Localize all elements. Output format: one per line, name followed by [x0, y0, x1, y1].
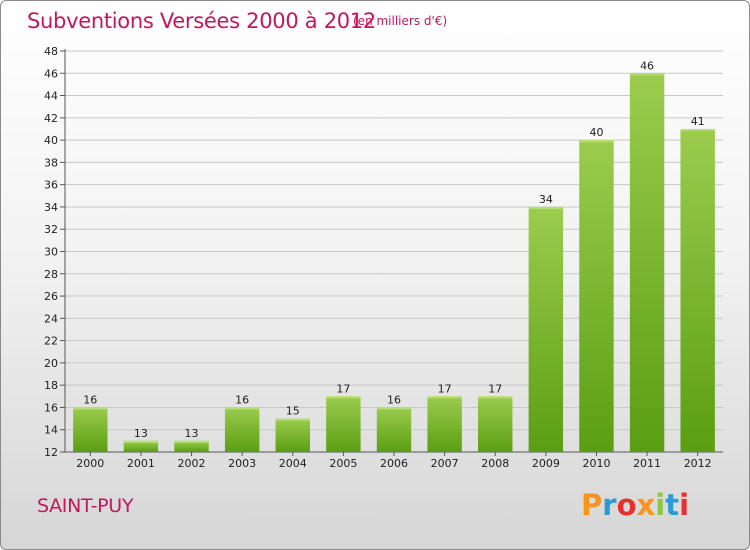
logo-letter: o [616, 488, 637, 522]
x-tick-label: 2000 [76, 457, 104, 470]
bar-highlight-2000 [73, 407, 108, 410]
data-label-2008: 17 [488, 382, 502, 395]
y-tick-label: 32 [44, 223, 58, 236]
y-tick-label: 16 [44, 401, 58, 414]
y-tick-label: 26 [44, 290, 58, 303]
logo-letter: P [581, 488, 603, 522]
grid-lines [65, 50, 723, 431]
bar-highlight-2012 [680, 128, 715, 131]
bar-2004 [275, 418, 310, 452]
y-tick-label: 46 [44, 67, 58, 80]
data-label-2000: 16 [83, 393, 97, 406]
bar-highlight-2010 [579, 140, 614, 143]
commune-name: SAINT-PUY [37, 495, 134, 517]
bar-2006 [376, 407, 412, 452]
data-label-2004: 15 [286, 405, 300, 418]
x-tick-label: 2008 [481, 457, 509, 470]
data-label-2005: 17 [336, 382, 350, 395]
data-label-2001: 13 [134, 427, 148, 440]
y-tick-label: 24 [44, 312, 58, 325]
bar-2000 [73, 407, 108, 452]
data-label-2007: 17 [438, 382, 452, 395]
chart-title: Subventions Versées 2000 à 2012 [27, 9, 376, 33]
x-tick-label: 2005 [329, 457, 357, 470]
x-tick-label: 2002 [178, 457, 206, 470]
logo-letter: r [602, 488, 617, 522]
y-tick-label: 14 [44, 424, 58, 437]
y-tick-label: 34 [44, 201, 58, 214]
logo-letter: i [655, 488, 666, 522]
x-tick-label: 2003 [228, 457, 256, 470]
x-tick-label: 2006 [380, 457, 408, 470]
logo-letter: t [665, 488, 680, 522]
x-tick-label: 2007 [431, 457, 459, 470]
labels: 2000 16 2001 13 2002 13 2003 16 2004 15 2005 17 2006… [76, 59, 711, 470]
data-label-2006: 16 [387, 393, 401, 406]
bar-highlight-2011 [629, 73, 665, 76]
bar-highlight-2008 [478, 396, 513, 399]
data-label-2010: 40 [589, 126, 603, 139]
bar-highlight-2006 [376, 407, 412, 410]
bar-highlight-2002 [174, 440, 209, 443]
x-tick-label: 2004 [279, 457, 307, 470]
y-tick-label: 28 [44, 268, 58, 281]
y-tick-label: 20 [44, 357, 58, 370]
x-tick-label: 2001 [127, 457, 155, 470]
y-tick-label: 12 [44, 446, 58, 459]
chart-subtitle: (en milliers d'€) [353, 14, 448, 28]
bar-2010 [579, 140, 614, 452]
bar-2011 [629, 73, 665, 453]
y-tick-label: 36 [44, 179, 58, 192]
y-tick-label: 44 [44, 90, 58, 103]
bar-highlight-2005 [326, 396, 361, 399]
x-tick-label: 2010 [582, 457, 610, 470]
y-tick-label: 38 [44, 156, 58, 169]
data-label-2011: 46 [640, 59, 654, 72]
proxiti-logo: Proxiti [581, 488, 689, 522]
y-tick-label: 40 [44, 134, 58, 147]
data-label-2012: 41 [691, 115, 705, 128]
bar-2001 [123, 440, 159, 452]
bar-2012 [680, 128, 715, 452]
data-label-2003: 16 [235, 393, 249, 406]
y-tick-label: 42 [44, 112, 58, 125]
bar-2002 [174, 440, 209, 452]
y-tick-label: 48 [44, 45, 58, 58]
y-tick-label: 22 [44, 335, 58, 348]
logo-letter: i [679, 488, 690, 522]
bar-2003 [224, 407, 260, 452]
bar-2008 [478, 396, 513, 452]
y-tick-label: 30 [44, 246, 58, 259]
x-tick-label: 2009 [532, 457, 560, 470]
bar-highlight-2001 [123, 440, 159, 443]
bar-highlight-2003 [224, 407, 260, 410]
bar-highlight-2004 [275, 418, 310, 421]
data-label-2009: 34 [539, 193, 553, 206]
logo-letter: x [636, 488, 656, 522]
bar-2005 [326, 396, 361, 452]
bar-highlight-2009 [528, 206, 564, 209]
x-tick-label: 2012 [684, 457, 712, 470]
y-tick-label: 18 [44, 379, 58, 392]
bar-2007 [427, 396, 462, 452]
bars [73, 73, 715, 453]
x-tick-label: 2011 [633, 457, 661, 470]
bar-highlight-2007 [427, 396, 462, 399]
data-label-2002: 13 [185, 427, 199, 440]
bar-2009 [528, 206, 564, 452]
